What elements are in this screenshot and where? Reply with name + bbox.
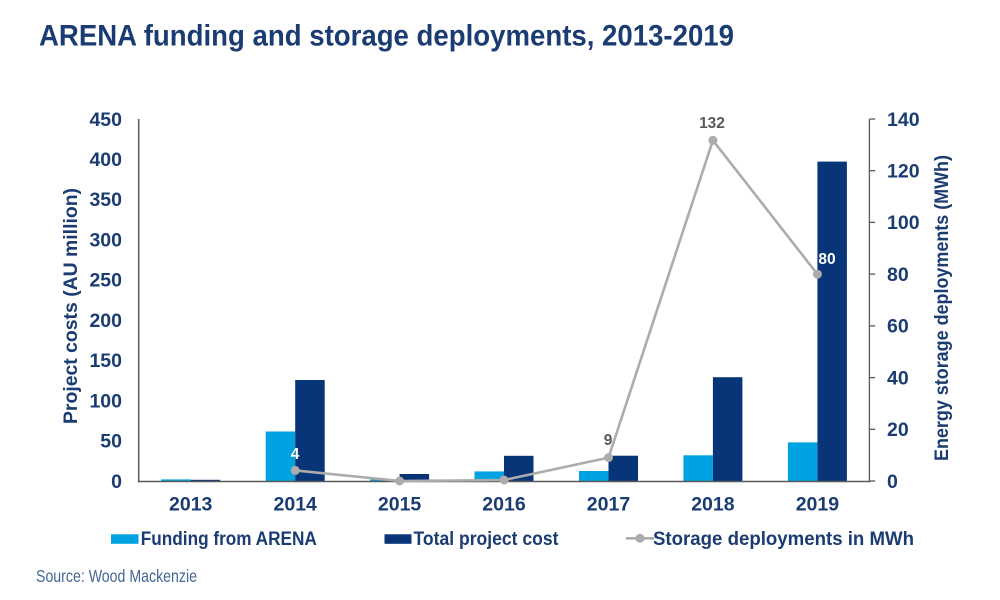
svg-text:50: 50 <box>100 431 122 453</box>
svg-text:250: 250 <box>89 270 122 292</box>
svg-text:2016: 2016 <box>482 494 526 516</box>
svg-text:Energy storage deployments (MW: Energy storage deployments (MWh) <box>932 155 953 461</box>
svg-text:100: 100 <box>887 212 920 234</box>
svg-text:80: 80 <box>818 251 835 268</box>
svg-text:150: 150 <box>89 350 122 372</box>
svg-text:200: 200 <box>89 310 122 332</box>
svg-text:0: 0 <box>111 471 122 493</box>
svg-text:2013: 2013 <box>169 494 213 516</box>
svg-text:4: 4 <box>291 446 300 463</box>
svg-text:Source: Wood Mackenzie: Source: Wood Mackenzie <box>36 566 197 586</box>
svg-text:60: 60 <box>887 316 909 338</box>
svg-text:Storage deployments in MWh: Storage deployments in MWh <box>653 529 914 550</box>
svg-text:100: 100 <box>89 390 122 412</box>
svg-text:2017: 2017 <box>587 494 630 516</box>
svg-text:2014: 2014 <box>274 494 318 516</box>
svg-text:0: 0 <box>887 471 898 493</box>
svg-text:400: 400 <box>89 149 122 171</box>
svg-text:140: 140 <box>887 109 920 131</box>
svg-text:450: 450 <box>89 109 122 131</box>
svg-text:132: 132 <box>699 115 725 132</box>
svg-text:300: 300 <box>89 230 122 252</box>
svg-text:Total project cost: Total project cost <box>414 529 560 550</box>
svg-text:9: 9 <box>604 432 613 449</box>
svg-text:120: 120 <box>887 161 920 183</box>
svg-text:2018: 2018 <box>691 494 735 516</box>
svg-text:Funding from ARENA: Funding from ARENA <box>141 529 317 550</box>
svg-text:350: 350 <box>89 189 122 211</box>
svg-text:Project costs (AU million): Project costs (AU million) <box>61 188 82 424</box>
svg-text:20: 20 <box>887 419 909 441</box>
svg-text:80: 80 <box>887 264 909 286</box>
svg-text:40: 40 <box>887 367 909 389</box>
svg-text:2019: 2019 <box>796 494 840 516</box>
svg-text:ARENA funding and storage depl: ARENA funding and storage deployments, 2… <box>39 20 734 53</box>
svg-text:2015: 2015 <box>378 494 422 516</box>
